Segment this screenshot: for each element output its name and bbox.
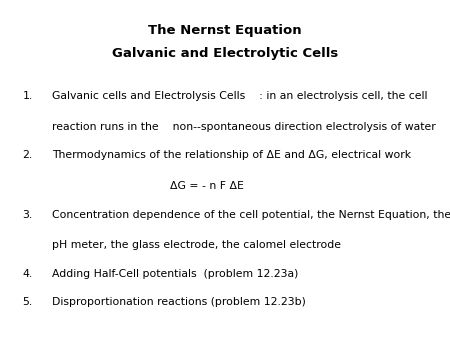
Text: Galvanic and Electrolytic Cells: Galvanic and Electrolytic Cells	[112, 47, 338, 60]
Text: 2.: 2.	[22, 150, 33, 161]
Text: Thermodynamics of the relationship of ΔE and ΔG, electrical work: Thermodynamics of the relationship of ΔE…	[52, 150, 411, 161]
Text: 1.: 1.	[22, 91, 33, 101]
Text: Disproportionation reactions (problem 12.23b): Disproportionation reactions (problem 12…	[52, 297, 306, 308]
Text: Concentration dependence of the cell potential, the Nernst Equation, the: Concentration dependence of the cell pot…	[52, 210, 450, 220]
Text: Adding Half-Cell potentials  (problem 12.23a): Adding Half-Cell potentials (problem 12.…	[52, 269, 298, 279]
Text: The Nernst Equation: The Nernst Equation	[148, 24, 302, 37]
Text: 5.: 5.	[22, 297, 33, 308]
Text: 4.: 4.	[22, 269, 33, 279]
Text: ΔG = - n F ΔE: ΔG = - n F ΔE	[170, 181, 244, 191]
Text: Galvanic cells and Electrolysis Cells    : in an electrolysis cell, the cell: Galvanic cells and Electrolysis Cells : …	[52, 91, 427, 101]
Text: pH meter, the glass electrode, the calomel electrode: pH meter, the glass electrode, the calom…	[52, 240, 341, 250]
Text: reaction runs in the    non--spontaneous direction electrolysis of water: reaction runs in the non--spontaneous di…	[52, 122, 436, 132]
Text: 3.: 3.	[22, 210, 33, 220]
